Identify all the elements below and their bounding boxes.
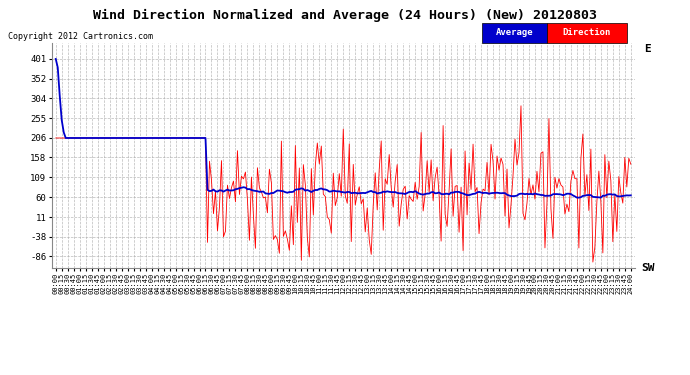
Text: Wind Direction Normalized and Average (24 Hours) (New) 20120803: Wind Direction Normalized and Average (2… bbox=[93, 9, 597, 22]
Text: Copyright 2012 Cartronics.com: Copyright 2012 Cartronics.com bbox=[8, 32, 153, 41]
Text: E: E bbox=[644, 44, 651, 54]
Text: Average: Average bbox=[495, 28, 533, 38]
Text: SW: SW bbox=[642, 263, 656, 273]
Text: Direction: Direction bbox=[562, 28, 611, 38]
